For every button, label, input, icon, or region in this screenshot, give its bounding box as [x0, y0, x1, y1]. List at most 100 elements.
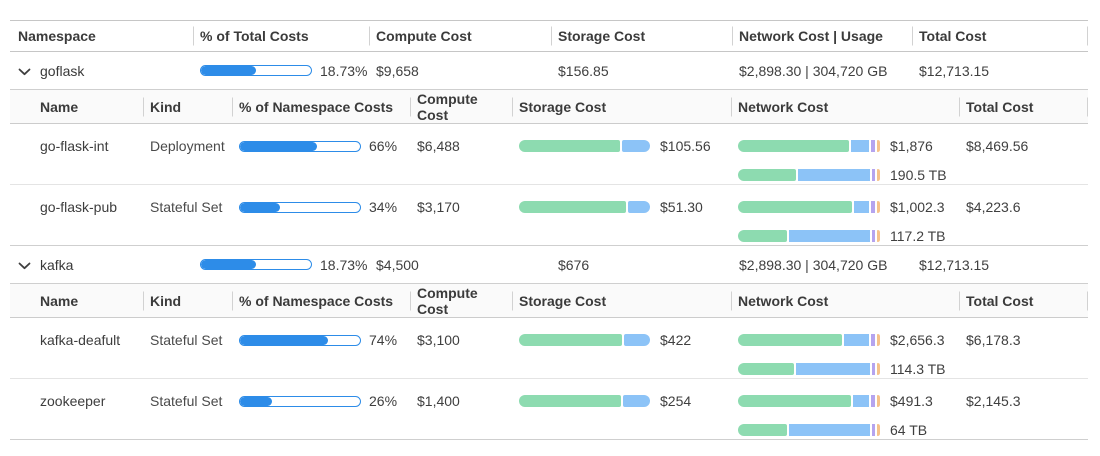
- network-usage-stacked-bar: [738, 424, 881, 436]
- bar-segment-2: [871, 140, 875, 152]
- namespace-name[interactable]: goflask: [40, 62, 85, 79]
- bar-segment-0: [738, 169, 797, 181]
- sub-col-header-total[interactable]: Total Cost: [959, 284, 1088, 317]
- sub-col-header-name[interactable]: Name: [10, 90, 143, 123]
- network-usage-stacked-bar: [738, 169, 880, 181]
- pct-ns-cell: 66%: [232, 124, 410, 184]
- compute-cost-cell: $1,400: [410, 379, 512, 439]
- sub-col-header-storage[interactable]: Storage Cost: [512, 284, 731, 317]
- namespace-row[interactable]: kafka 18.73% $4,500 $676 $2,898.30 | 304,720…: [10, 246, 1088, 284]
- sub-col-header-storage[interactable]: Storage Cost: [512, 90, 731, 123]
- storage-cost-cell: $156.85: [551, 63, 732, 79]
- bar-segment-2: [871, 424, 876, 436]
- network-usage-value: 64 TB: [890, 422, 928, 438]
- bar-segment-0: [738, 363, 794, 375]
- sub-col-header-total-label: Total Cost: [966, 292, 1034, 309]
- network-lines: $491.3 64 TB: [738, 393, 933, 438]
- bar-segment-3: [877, 201, 880, 213]
- pct-ns-value: 66%: [369, 138, 398, 154]
- percent-bar: [200, 65, 312, 76]
- sub-col-header-pct-ns[interactable]: % of Namespace Costs: [232, 284, 410, 317]
- sub-col-header-kind[interactable]: Kind: [143, 90, 232, 123]
- col-header-pct-total[interactable]: % of Total Costs: [193, 21, 369, 51]
- chevron-down-icon[interactable]: [18, 68, 31, 76]
- pct-total-value: 18.73%: [320, 62, 368, 79]
- pct-ns-wrap: 26%: [239, 393, 397, 409]
- bar-segment-3: [877, 140, 880, 152]
- workload-name[interactable]: go-flask-pub: [40, 199, 118, 215]
- cost-table: Namespace % of Total Costs Compute Cost …: [10, 20, 1088, 440]
- sub-col-header-storage-label: Storage Cost: [519, 292, 607, 309]
- col-header-network[interactable]: Network Cost | Usage: [732, 21, 912, 51]
- compute-cost-cell: $6,488: [410, 124, 512, 184]
- workload-kind: Stateful Set: [150, 332, 223, 348]
- sub-col-header-total[interactable]: Total Cost: [959, 90, 1088, 123]
- compute-cost-cell: $3,100: [410, 318, 512, 378]
- workload-name[interactable]: go-flask-int: [40, 138, 109, 154]
- bar-segment-3: [877, 230, 881, 242]
- bar-segment-1: [788, 230, 870, 242]
- total-cost-cell: $8,469.56: [959, 124, 1088, 184]
- col-header-namespace[interactable]: Namespace: [10, 21, 193, 51]
- compute-cost-cell-value: $9,658: [376, 62, 419, 79]
- sub-col-header-kind-label: Kind: [150, 292, 182, 309]
- bar-segment-1: [798, 169, 870, 181]
- storage-stacked-bar: [519, 140, 650, 152]
- col-header-total-label: Total Cost: [919, 28, 987, 44]
- workload-name[interactable]: zookeeper: [40, 393, 106, 409]
- compute-cost-value: $3,100: [417, 332, 460, 348]
- total-cost-cell-value: $12,713.15: [919, 62, 990, 79]
- network-cost-cell: $2,898.30 | 304,720 GB: [732, 63, 912, 79]
- namespace-row[interactable]: goflask 18.73% $9,658 $156.85 $2,898.30 | 30…: [10, 52, 1088, 90]
- sub-col-header-network[interactable]: Network Cost: [731, 90, 959, 123]
- bar-segment-0: [738, 395, 851, 407]
- sub-col-header-kind[interactable]: Kind: [143, 284, 232, 317]
- network-usage-line: 64 TB: [738, 422, 933, 438]
- main-header-row: Namespace % of Total Costs Compute Cost …: [10, 21, 1088, 52]
- bar-segment-3: [876, 334, 880, 346]
- col-header-total[interactable]: Total Cost: [912, 21, 1088, 51]
- namespace-name-wrap: kafka: [18, 257, 73, 273]
- sub-col-header-compute-label: Compute Cost: [417, 284, 478, 317]
- sub-col-header-network-label: Network Cost: [738, 98, 829, 115]
- sub-col-header-network-label: Network Cost: [738, 292, 829, 309]
- compute-cost-value: $6,488: [417, 138, 460, 154]
- sub-col-header-name[interactable]: Name: [10, 284, 143, 317]
- network-usage-value: 190.5 TB: [890, 167, 947, 183]
- total-cost-value: $8,469.56: [966, 138, 1029, 154]
- workload-name-cell: go-flask-int: [10, 124, 143, 184]
- sub-col-header-compute[interactable]: Compute Cost: [410, 90, 512, 123]
- col-header-compute[interactable]: Compute Cost: [369, 21, 551, 51]
- percent-bar: [239, 334, 361, 346]
- percent-bar-fill: [240, 202, 280, 212]
- storage-bar-line: $105.56: [519, 138, 711, 154]
- workload-name[interactable]: kafka-deafult: [40, 332, 121, 348]
- compute-cost-cell-value: $4,500: [376, 256, 419, 273]
- chevron-down-icon[interactable]: [18, 262, 31, 270]
- network-cost-cell: $2,898.30 | 304,720 GB: [732, 257, 912, 273]
- network-cost-cell: $1,002.3 117.2 TB: [731, 185, 959, 245]
- sub-col-header-network[interactable]: Network Cost: [731, 284, 959, 317]
- sub-col-header-pct-ns[interactable]: % of Namespace Costs: [232, 90, 410, 123]
- storage-bar-line: $51.30: [519, 199, 703, 215]
- workload-subtable: Name Kind % of Namespace Costs Compute Cost…: [10, 90, 1088, 246]
- workload-kind: Deployment: [150, 138, 225, 154]
- storage-cost-cell: $51.30: [512, 185, 731, 245]
- pct-ns-cell: 34%: [232, 185, 410, 245]
- network-cost-cell: $2,656.3 114.3 TB: [731, 318, 959, 378]
- network-cost-value: $1,002.3: [890, 199, 945, 215]
- pct-ns-value: 74%: [369, 332, 398, 348]
- workload-row: go-flask-int Deployment 66% $6,488 $105.56 $1…: [10, 124, 1088, 185]
- network-lines: $1,876 190.5 TB: [738, 138, 947, 183]
- sub-col-header-compute[interactable]: Compute Cost: [410, 284, 512, 317]
- col-header-compute-label: Compute Cost: [376, 28, 472, 44]
- table-body: goflask 18.73% $9,658 $156.85 $2,898.30 | 30…: [10, 52, 1088, 440]
- compute-cost-cell: $4,500: [369, 257, 551, 273]
- workload-name-cell: kafka-deafult: [10, 318, 143, 378]
- percent-bar: [239, 395, 361, 407]
- bar-segment-3: [877, 363, 880, 375]
- storage-cost-cell: $105.56: [512, 124, 731, 184]
- namespace-name[interactable]: kafka: [40, 256, 74, 273]
- bar-segment-1: [851, 140, 870, 152]
- col-header-storage[interactable]: Storage Cost: [551, 21, 732, 51]
